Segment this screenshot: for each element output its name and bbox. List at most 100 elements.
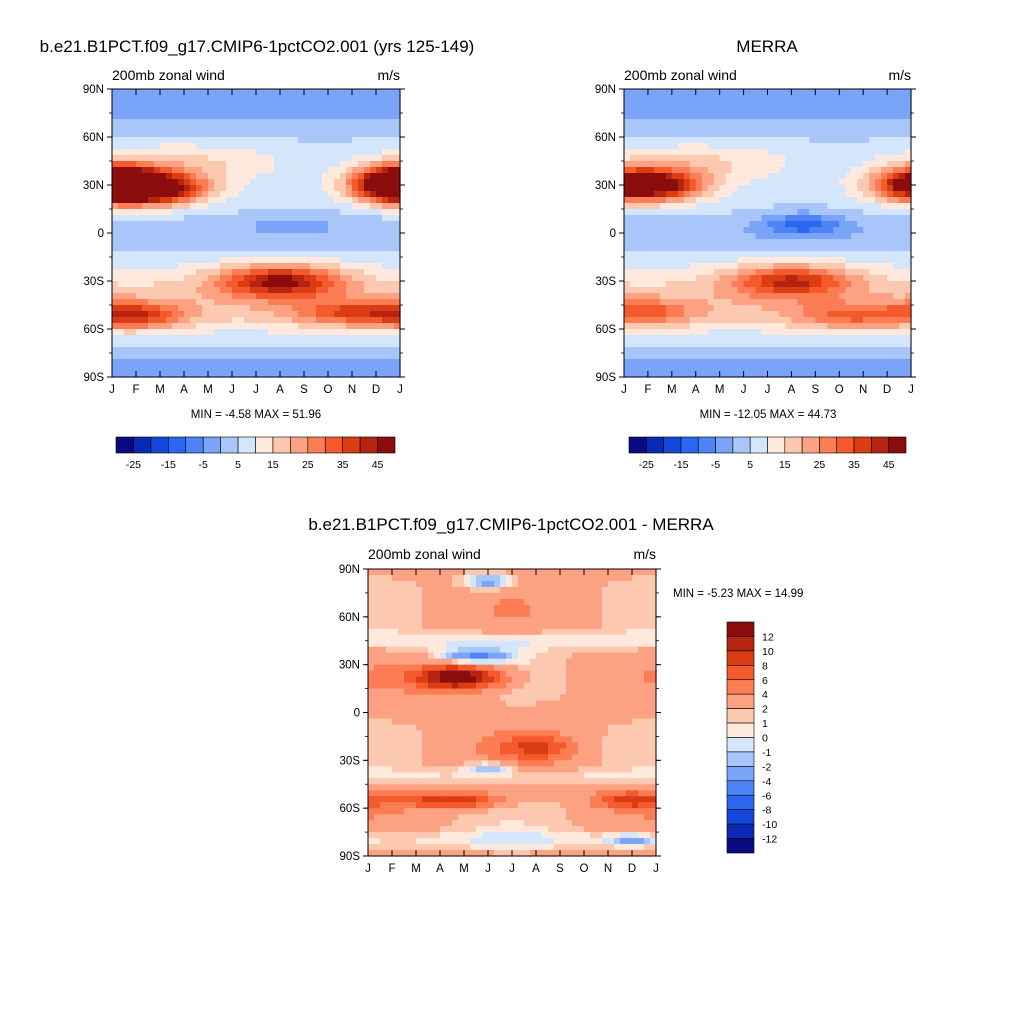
heatmap-cell (749, 203, 757, 210)
heatmap-cell (262, 317, 269, 324)
heatmap-cell (689, 263, 697, 270)
heatmap-cell (238, 347, 245, 354)
heatmap-cell (833, 293, 840, 300)
heatmap-cell (358, 341, 365, 348)
heatmap-cell (833, 137, 840, 144)
heatmap-cell (202, 275, 209, 282)
heatmap-cell (304, 125, 311, 132)
heatmap-cell (256, 359, 263, 366)
heatmap-cell (665, 353, 673, 360)
heatmap-cell (328, 353, 335, 360)
heatmap-cell (665, 281, 673, 288)
heatmap-cell (292, 89, 299, 96)
panel-units: m/s (888, 67, 911, 83)
heatmap-cell (851, 113, 858, 120)
heatmap-cell (785, 353, 793, 360)
heatmap-cell (683, 317, 691, 324)
heatmap-cell (677, 137, 685, 144)
heatmap-cell (749, 143, 757, 150)
heatmap-cell (172, 305, 179, 312)
heatmap-cell (713, 185, 721, 192)
heatmap-cell (887, 305, 894, 312)
heatmap-cell (785, 155, 793, 162)
heatmap-cell (364, 323, 371, 330)
heatmap-cell (310, 209, 317, 216)
heatmap-cell (893, 149, 900, 156)
heatmap-cell (328, 317, 335, 324)
heatmap-cell (124, 149, 131, 156)
heatmap-cell (388, 221, 395, 228)
x-tick-label: J (741, 384, 747, 396)
heatmap-cell (863, 137, 870, 144)
heatmap-cell (797, 281, 804, 288)
heatmap-cell (677, 161, 685, 168)
heatmap-cell (340, 209, 347, 216)
heatmap-cell (364, 251, 371, 258)
heatmap-cell (340, 287, 347, 294)
heatmap-cell (394, 305, 401, 312)
heatmap-cell (647, 191, 655, 198)
heatmap-cell (340, 353, 347, 360)
colorbar-label: -25 (126, 459, 141, 471)
heatmap-cell (797, 275, 804, 282)
heatmap-cell (298, 155, 305, 162)
heatmap-cell (809, 137, 816, 144)
heatmap-cell (833, 173, 840, 180)
heatmap-cell (166, 119, 173, 126)
heatmap-cell (214, 161, 221, 168)
heatmap-cell (142, 221, 149, 228)
heatmap-cell (376, 257, 383, 264)
heatmap-cell (292, 257, 299, 264)
heatmap-cell (274, 221, 281, 228)
heatmap-cell (827, 185, 834, 192)
heatmap-cell (124, 101, 131, 108)
heatmap-cell (785, 365, 793, 372)
heatmap-cell (803, 155, 810, 162)
heatmap-cell (638, 580, 645, 588)
heatmap-cell (244, 275, 251, 282)
heatmap-cell (352, 107, 359, 114)
heatmap-cell (725, 311, 733, 318)
heatmap-cell (779, 197, 787, 204)
heatmap-cell (452, 580, 459, 588)
heatmap-cell (683, 161, 691, 168)
heatmap-cell (893, 167, 900, 174)
heatmap-cell (184, 239, 191, 246)
heatmap-cell (220, 221, 227, 228)
heatmap-cell (250, 335, 257, 342)
heatmap-cell (250, 209, 257, 216)
heatmap-cell (274, 179, 281, 186)
heatmap-cell (839, 239, 846, 246)
heatmap-cell (755, 347, 763, 354)
heatmap-cell (154, 143, 161, 150)
heatmap-cell (142, 239, 149, 246)
heatmap-cell (202, 269, 209, 276)
heatmap-cell (292, 269, 299, 276)
heatmap-cell (280, 371, 287, 378)
heatmap-cell (286, 323, 293, 330)
heatmap-cell (893, 317, 900, 324)
heatmap-cell (815, 137, 822, 144)
heatmap-cell (154, 311, 161, 318)
heatmap-cell (130, 359, 137, 366)
heatmap-cell (851, 257, 858, 264)
heatmap-cell (785, 359, 793, 366)
heatmap-cell (779, 233, 787, 240)
heatmap-cell (274, 149, 281, 156)
heatmap-cell (202, 329, 209, 336)
heatmap-cell (773, 197, 781, 204)
heatmap-cell (869, 335, 876, 342)
heatmap-cell (677, 125, 685, 132)
heatmap-cell (725, 125, 733, 132)
heatmap-cell (899, 209, 906, 216)
heatmap-cell (701, 317, 709, 324)
heatmap-cell (893, 221, 900, 228)
heatmap-cell (647, 353, 655, 360)
heatmap-cell (250, 89, 257, 96)
heatmap-cell (286, 257, 293, 264)
heatmap-cell (364, 125, 371, 132)
heatmap-cell (250, 293, 257, 300)
heatmap-cell (815, 323, 822, 330)
heatmap-cell (779, 227, 787, 234)
heatmap-cell (310, 125, 317, 132)
